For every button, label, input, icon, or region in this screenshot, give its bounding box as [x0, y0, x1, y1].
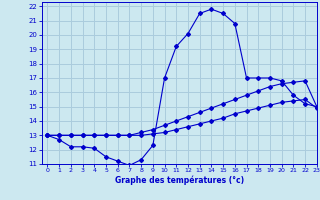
X-axis label: Graphe des températures (°c): Graphe des températures (°c) — [115, 176, 244, 185]
